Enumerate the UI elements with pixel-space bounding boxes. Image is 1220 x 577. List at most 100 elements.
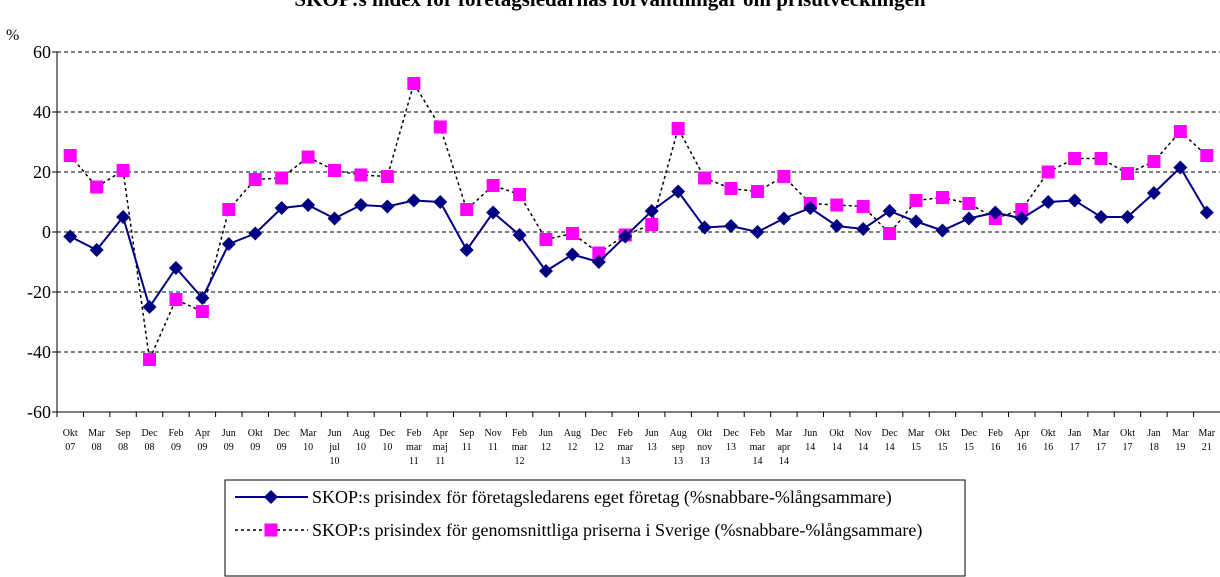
x-tick-label-line: Dec	[591, 428, 608, 439]
data-point	[433, 120, 447, 134]
x-tick-label-group: Jan 18	[1147, 428, 1160, 453]
data-point	[353, 198, 368, 212]
x-tick-label-line: mar	[406, 442, 422, 453]
x-tick-label-line: 13	[620, 456, 630, 467]
data-point	[830, 198, 844, 212]
x-tick-label-line: 14	[779, 456, 789, 467]
x-tick-label-line: 13	[726, 442, 736, 453]
x-tick-label-group: Apr 09	[195, 428, 211, 453]
x-tick-label-line: Okt	[829, 428, 844, 439]
x-tick-label: Mar 15	[908, 428, 925, 453]
x-tick-label: Dec 15	[961, 428, 978, 453]
x-tick-label-line: 18	[1149, 442, 1159, 453]
x-tick-label-line: 16	[990, 442, 1000, 453]
data-point	[988, 205, 1003, 220]
data-point	[565, 247, 580, 262]
data-point	[1094, 152, 1108, 165]
x-tick-label-line: 15	[964, 442, 974, 453]
data-point	[724, 219, 739, 233]
x-tick-label: Jun 09	[222, 428, 236, 453]
x-tick-label-group: Sep 11	[459, 428, 474, 453]
x-tick-label: Jun 13	[645, 428, 659, 453]
x-tick-label: Feb mar 11	[406, 428, 422, 467]
x-tick-label: Okt nov 13	[697, 428, 712, 467]
x-tick-label-line: Nov	[485, 428, 502, 439]
x-tick-label: Sep 08	[116, 428, 131, 453]
x-tick-label-line: Dec	[141, 428, 158, 439]
x-tick-label-group: Jun 12	[539, 428, 553, 453]
x-tick-label-line: 14	[752, 456, 762, 467]
x-tick-label: Okt 17	[1120, 428, 1135, 453]
x-tick-label-group: Feb 16	[988, 428, 1003, 453]
data-point	[221, 237, 236, 251]
data-point	[856, 222, 871, 236]
data-point	[1173, 125, 1187, 138]
x-tick-label-group: Aug 12	[564, 428, 581, 453]
data-point	[962, 197, 976, 210]
x-tick-label-line: 14	[805, 442, 815, 453]
data-point	[1068, 152, 1082, 165]
x-tick-label: Apr maj 11	[432, 428, 448, 467]
x-tick-label-line: 08	[145, 442, 155, 453]
x-tick-label: Nov 14	[855, 428, 872, 453]
data-point	[63, 149, 77, 162]
data-point	[116, 210, 131, 224]
x-tick-label-line: 13	[647, 442, 657, 453]
x-tick-label-line: 14	[885, 442, 895, 453]
x-tick-label: Jun 12	[539, 428, 553, 453]
x-tick-label-group: Dec 10	[379, 428, 396, 453]
x-tick-label-line: 13	[700, 456, 710, 467]
data-point	[407, 77, 421, 90]
x-tick-label-group: Okt 17	[1120, 428, 1135, 453]
x-tick-label-line: Jun	[645, 428, 659, 439]
x-tick-label: Mar 21	[1198, 428, 1215, 453]
x-tick-label-line: Jan	[1068, 428, 1081, 439]
data-point	[565, 227, 579, 240]
x-tick-label-line: Jun	[539, 428, 553, 439]
x-tick-label: Apr 16	[1014, 428, 1030, 453]
y-tick-label: 20	[33, 162, 51, 182]
x-tick-label-group: Dec 09	[274, 428, 291, 453]
x-tick-label-line: 10	[356, 442, 366, 453]
data-point	[169, 293, 183, 306]
data-point	[433, 195, 448, 209]
x-tick-label-line: Sep	[459, 428, 474, 439]
data-point	[1015, 203, 1029, 216]
data-point	[909, 194, 923, 207]
x-tick-label-group: Jan 17	[1068, 428, 1081, 453]
x-tick-label-line: Sep	[116, 428, 131, 439]
data-point	[195, 305, 209, 318]
x-tick-label-line: Apr	[1014, 428, 1030, 439]
x-tick-label-line: Mar	[908, 428, 925, 439]
x-tick-label: Mar 19	[1172, 428, 1189, 453]
x-tick-label: Mar 17	[1093, 428, 1110, 453]
series-line	[69, 81, 1208, 363]
x-tick-label-line: mar	[512, 442, 528, 453]
x-tick-label-group: Dec 14	[882, 428, 899, 453]
data-point	[459, 243, 474, 257]
x-tick-label-group: Jun jul 10	[328, 428, 342, 467]
data-point	[591, 255, 606, 269]
data-point	[538, 264, 553, 278]
x-tick-label: Feb mar 12	[512, 428, 528, 467]
data-point	[671, 184, 686, 199]
data-point	[671, 122, 685, 135]
data-point	[882, 204, 897, 218]
data-point	[513, 188, 527, 201]
x-tick-label-line: Apr	[432, 428, 448, 439]
x-tick-label-line: 09	[197, 442, 207, 453]
x-tick-label-line: 11	[409, 456, 419, 467]
x-tick-label-line: 19	[1175, 442, 1185, 453]
x-tick-label-line: 09	[224, 442, 234, 453]
data-point	[327, 211, 342, 226]
x-tick-label-group: Dec 08	[141, 428, 158, 453]
x-tick-label: Feb 09	[168, 428, 183, 453]
x-tick-label-line: 09	[250, 442, 260, 453]
x-tick-label-line: nov	[697, 442, 712, 453]
x-tick-label-group: Dec 12	[591, 428, 608, 453]
data-point	[142, 300, 157, 314]
x-tick-label-line: 12	[567, 442, 577, 453]
data-point	[539, 233, 553, 246]
x-tick-label: Sep 11	[459, 428, 474, 453]
x-tick-label-group: Dec 13	[723, 428, 740, 453]
